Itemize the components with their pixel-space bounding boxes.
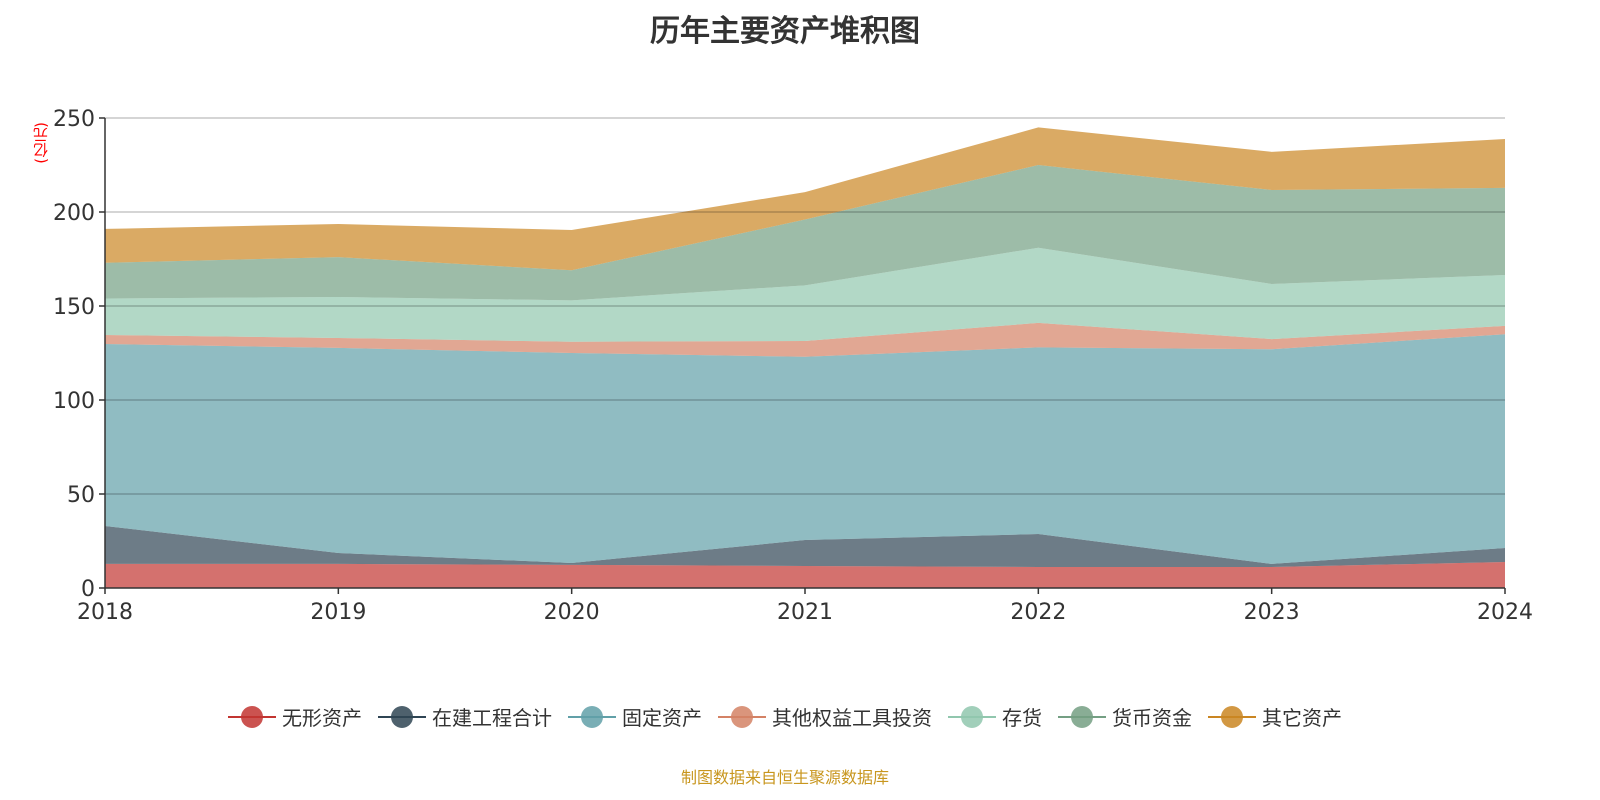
legend-item[interactable]: 存货 xyxy=(948,702,1042,731)
y-tick-label: 0 xyxy=(81,577,95,602)
legend-label: 无形资产 xyxy=(282,706,362,730)
x-tick-label: 2018 xyxy=(77,600,133,625)
data-source-note: 制图数据来自恒生聚源数据库 xyxy=(680,768,889,787)
legend-item[interactable]: 其他权益工具投资 xyxy=(718,702,932,731)
x-tick-label: 2019 xyxy=(310,600,366,625)
x-tick-label: 2022 xyxy=(1010,600,1066,625)
legend-label: 在建工程合计 xyxy=(432,706,552,730)
x-tick-label: 2023 xyxy=(1244,600,1300,625)
chart-title: 历年主要资产堆积图 xyxy=(650,14,920,49)
legend-item[interactable]: 在建工程合计 xyxy=(378,702,552,731)
legend-label: 存货 xyxy=(1002,706,1042,730)
area-series-0 xyxy=(105,562,1505,588)
area-series-1 xyxy=(105,525,1505,567)
legend-marker-icon xyxy=(948,705,996,729)
legend-marker-icon xyxy=(1058,705,1106,729)
legend-item[interactable]: 货币资金 xyxy=(1058,702,1192,731)
legend-item[interactable]: 固定资产 xyxy=(568,702,702,731)
y-tick-label: 200 xyxy=(53,201,95,226)
legend-marker-icon xyxy=(228,705,276,729)
area-series-2 xyxy=(105,334,1505,564)
legend-label: 货币资金 xyxy=(1112,706,1192,730)
x-tick-label: 2020 xyxy=(544,600,600,625)
area-series-6 xyxy=(105,127,1505,271)
area-series-4 xyxy=(105,247,1505,342)
legend-label: 其它资产 xyxy=(1262,706,1342,730)
y-tick-label: 150 xyxy=(53,295,95,320)
y-tick-label: 100 xyxy=(53,389,95,414)
legend-label: 固定资产 xyxy=(622,706,702,730)
legend-marker-icon xyxy=(568,705,616,729)
legend-label: 其他权益工具投资 xyxy=(772,706,932,730)
x-tick-label: 2021 xyxy=(777,600,833,625)
legend-item[interactable]: 其它资产 xyxy=(1208,702,1342,731)
area-series-5 xyxy=(105,165,1505,301)
legend-marker-icon xyxy=(718,705,766,729)
stacked-area-chart: 0 50 100 150 200 250 2018 2019 2020 2021 2022 2023 2… xyxy=(53,107,1533,625)
y-tick-label: 250 xyxy=(53,107,95,132)
y-tick-label: 50 xyxy=(67,483,95,508)
legend-marker-icon xyxy=(378,705,426,729)
legend-item[interactable]: 无形资产 xyxy=(228,702,362,731)
legend: 无形资产 在建工程合计 固定资产 其他权益工具投资 存货 货币资金 其它资产 xyxy=(0,702,1570,731)
area-series-3 xyxy=(105,322,1505,357)
x-tick-label: 2024 xyxy=(1477,600,1533,625)
legend-marker-icon xyxy=(1208,705,1256,729)
